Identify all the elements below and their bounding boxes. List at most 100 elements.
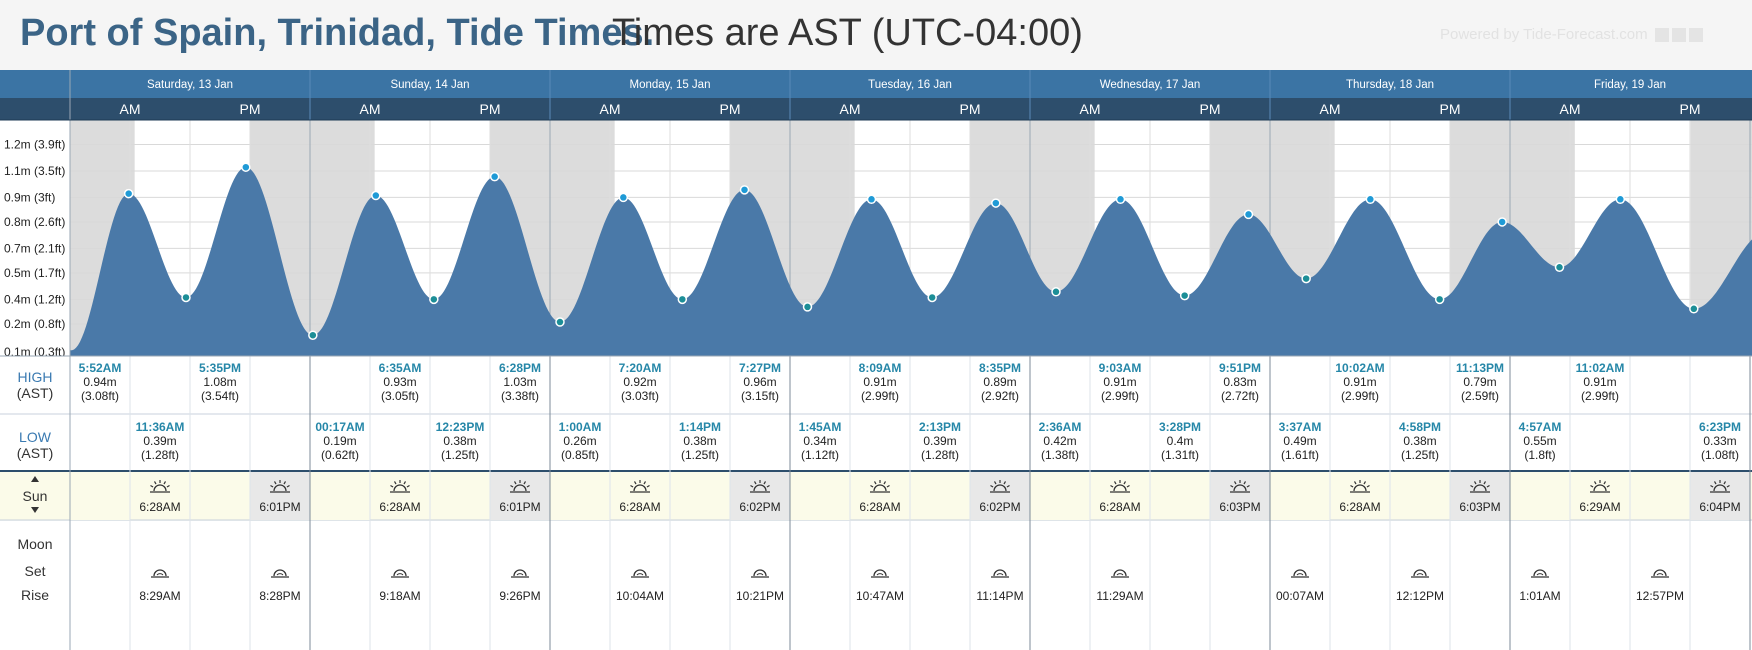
share-icon[interactable] [1688,28,1703,43]
high-tide-feet: (2.99ft) [1341,389,1379,403]
day-label: Monday, 15 Jan [630,79,711,91]
ast-label: (AST) [17,445,54,461]
sunrise-time: 6:29AM [1579,500,1620,514]
moon-icon [753,569,767,577]
sunset-icon [526,484,530,488]
high-tide-height: 0.91m [1343,375,1376,389]
high-tide-marker [123,188,134,199]
moon-icon [876,573,884,576]
low-tide-marker [1051,287,1061,297]
high-tide-feet: (2.99ft) [1581,389,1619,403]
sun-cell [550,472,610,520]
sunrise-icon [393,484,407,492]
low-tide-feet: (1.28ft) [141,448,179,462]
low-tide-time: 3:28PM [1159,420,1201,434]
high-tide-marker [489,171,500,182]
moon-icon [1536,573,1544,576]
moon-set-label: Set [24,563,45,579]
low-tide-time: 12:23PM [436,420,485,434]
sun-cell [790,472,850,520]
sunrise-icon [390,484,394,488]
moon-icon [1533,569,1547,577]
low-tide-marker [677,294,688,305]
sunrise-icon [1593,484,1607,492]
y-tick-label: 0.2m (0.8ft) [4,317,65,331]
sunrise-icon [1113,481,1117,485]
sunrise-icon [1113,484,1127,492]
am-label: AM [360,101,381,117]
moon-icon [1296,573,1304,576]
moon-time: 10:21PM [736,589,784,603]
share-icon[interactable] [1654,28,1669,43]
moon-time: 9:18AM [379,589,420,603]
sunrise-icon [1366,484,1370,488]
y-axis-panel [0,120,70,356]
tide-chart: 0.1m (0.3ft)0.2m (0.8ft)0.4m (1.2ft)0.5m… [0,70,1752,650]
moon-icon [156,573,164,576]
pm-label: PM [720,101,741,117]
sunrise-icon [1606,484,1610,488]
low-tide-height: 0.38m [683,434,716,448]
powered-by-link[interactable]: Powered by Tide-Forecast.com [1440,26,1703,43]
sunset-icon [1006,484,1010,488]
high-tide-height: 0.92m [623,375,656,389]
moon-icon [756,573,764,576]
low-tide-feet: (0.85ft) [561,448,599,462]
sunset-icon [283,481,287,485]
low-tide-time: 6:23PM [1699,420,1741,434]
sunset-icon [1470,484,1474,488]
sun-cell [1510,472,1570,520]
sunrise-icon [166,484,170,488]
sunset-icon [1473,484,1487,492]
low-tide-feet: (1.08ft) [1701,448,1739,462]
moon-time: 11:14PM [976,589,1023,603]
low-tide-time: 00:17AM [315,420,364,434]
low-tide-marker [927,292,937,303]
high-row-label: HIGH [18,369,53,385]
sunset-icon [763,481,767,485]
high-tide-marker [618,192,629,203]
low-tide-marker [1179,290,1190,301]
sunrise-icon [403,481,407,485]
high-tide-height: 0.91m [863,375,896,389]
sun-cell [1270,472,1330,520]
sunset-icon [1713,481,1717,485]
high-tide-marker [1115,194,1126,205]
low-tide-feet: (1.8ft) [1524,448,1555,462]
day-label: Saturday, 13 Jan [147,79,233,91]
y-tick-label: 0.9m (3ft) [4,190,55,204]
share-icon[interactable] [1671,28,1686,43]
low-tide-marker [1434,294,1445,305]
moon-icon [516,573,524,576]
moon-row-bg [0,521,1752,650]
high-tide-height: 0.91m [1583,375,1616,389]
high-tide-height: 1.03m [503,375,536,389]
sunrise-icon [1110,484,1114,488]
low-tide-feet: (1.28ft) [921,448,959,462]
low-tide-feet: (1.25ft) [1401,448,1439,462]
high-tide-feet: (3.38ft) [501,389,539,403]
sunrise-icon [1603,481,1607,485]
am-label: AM [600,101,621,117]
high-tide-time: 10:02AM [1335,361,1384,375]
moon-icon [1116,573,1124,576]
sun-cell [310,472,370,520]
sunrise-time: 6:28AM [619,500,660,514]
sunset-icon [990,484,994,488]
sunrise-icon [1350,484,1354,488]
ast-label: (AST) [17,385,54,401]
low-tide-height: 0.38m [1403,434,1436,448]
moon-icon [996,573,1004,576]
sunrise-icon [630,484,634,488]
low-tide-time: 1:14PM [679,420,721,434]
page-title: Port of Spain, Trinidad, Tide Times. [20,12,655,54]
high-tide-time: 9:51PM [1219,361,1261,375]
moon-time: 12:12PM [1396,589,1444,603]
y-tick-label: 1.2m (3.9ft) [4,138,65,152]
am-label: AM [840,101,861,117]
title-bar: Port of Spain, Trinidad, Tide Times. Tim… [0,0,1752,70]
sunset-time: 6:04PM [1699,500,1740,514]
sun-set-arrow-icon [31,507,39,513]
pm-label: PM [1200,101,1221,117]
sunrise-time: 6:28AM [379,500,420,514]
